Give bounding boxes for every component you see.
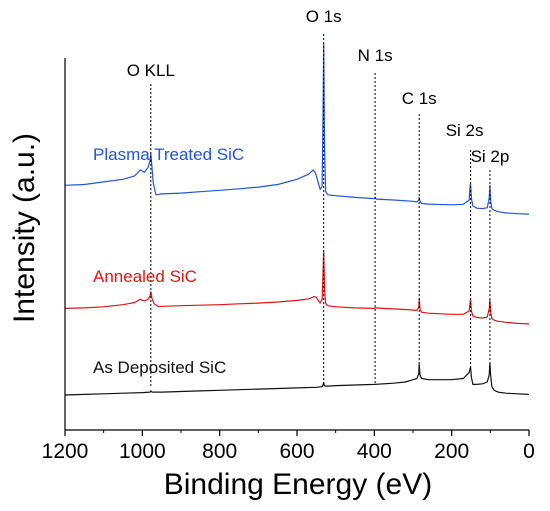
axes: 1200 1000 800 600 400 200 0 [42, 58, 535, 463]
annotation-label-1: O KLL [127, 61, 175, 80]
x-tick-label-200: 200 [434, 440, 469, 463]
series-line-1 [64, 42, 530, 215]
series-line-2 [64, 250, 530, 325]
x-tick-label-1000: 1000 [119, 440, 166, 463]
x-tick-label-600: 600 [279, 440, 314, 463]
x-tick-label-1200: 1200 [42, 440, 89, 463]
x-tick-label-800: 800 [202, 440, 237, 463]
x-tick-label-0: 0 [523, 440, 535, 463]
x-axis-title: Binding Energy (eV) [164, 468, 432, 501]
annotation-label-5: Si 2s [446, 121, 484, 140]
series-label-2: Annealed SiC [93, 267, 197, 286]
annotation-label-6: Si 2p [471, 147, 510, 166]
series-line-3 [64, 362, 530, 396]
series-labels: Plasma Treated SiC Annealed SiC As Deposit… [93, 145, 244, 377]
annotation-label-2: O 1s [306, 7, 342, 26]
x-tick-label-400: 400 [357, 440, 392, 463]
series-label-3: As Deposited SiC [93, 358, 226, 377]
peak-annotations: O KLL O 1s N 1s C 1s Si 2s Si 2p [127, 7, 510, 388]
series-label-1: Plasma Treated SiC [93, 145, 244, 164]
annotation-label-4: C 1s [402, 89, 437, 108]
y-axis-title: Intensity (a.u.) [8, 133, 41, 323]
annotation-label-3: N 1s [358, 46, 393, 65]
series-layer [64, 42, 530, 396]
